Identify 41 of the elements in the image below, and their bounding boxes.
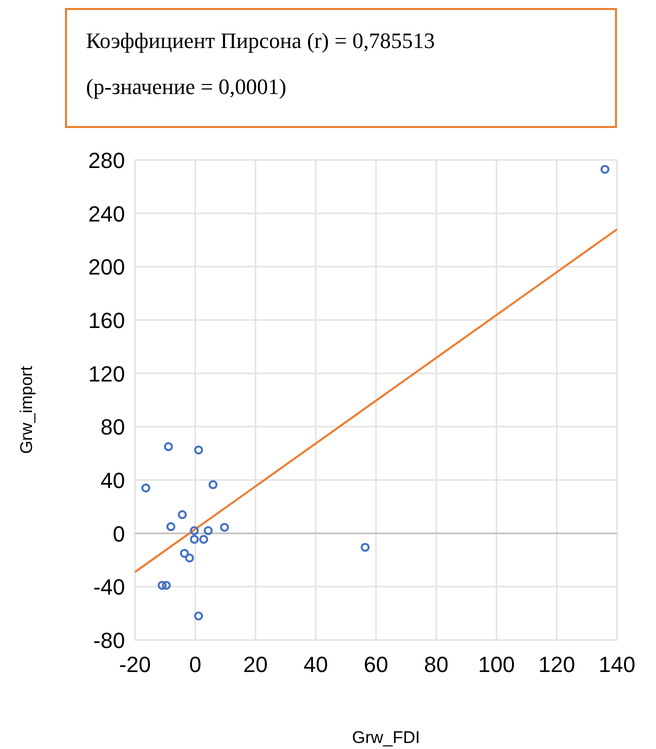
point [158, 580, 167, 590]
x-tick-label: -20 [119, 652, 151, 677]
x-tick-label: 40 [304, 652, 328, 677]
point [185, 554, 194, 562]
y-tick-label: 40 [100, 468, 125, 493]
y-tick-label: 240 [88, 201, 125, 226]
y-tick-label: 120 [88, 361, 125, 386]
point [194, 446, 204, 454]
x-tick-label: 60 [364, 652, 388, 677]
x-tick-label: 20 [243, 652, 268, 677]
x-axis-title: Grw_FDI [352, 728, 420, 747]
point [190, 526, 199, 536]
point [360, 542, 370, 552]
y-axis-title: Grw_import [17, 366, 36, 454]
x-tick-label: 140 [598, 652, 636, 677]
y-tick-label: 160 [88, 308, 125, 333]
x-tick-label: 80 [424, 652, 448, 677]
point [220, 522, 229, 532]
point [204, 526, 213, 536]
y-tick-label: -80 [93, 628, 125, 653]
point [208, 480, 218, 490]
point [600, 164, 610, 174]
point [162, 580, 171, 590]
y-tick-label: 80 [100, 414, 125, 440]
point [178, 510, 187, 520]
point [190, 534, 199, 544]
point [180, 548, 189, 558]
y-tick-label: 280 [88, 148, 125, 173]
point [199, 534, 208, 544]
y-tick-label: -40 [93, 574, 125, 600]
point [194, 612, 204, 620]
x-tick-label: 120 [538, 652, 576, 677]
y-tick-label: 0 [112, 521, 125, 546]
x-tick-label: 100 [478, 652, 515, 677]
y-tick-label: 200 [88, 254, 125, 280]
text: (р-значение = 0,0001) [86, 74, 286, 99]
point [166, 522, 176, 532]
point [141, 484, 150, 492]
text: Коэффициент Пирсона (r) = 0,785513 [86, 28, 435, 53]
x-tick-label: 0 [189, 652, 202, 677]
point [164, 442, 173, 452]
